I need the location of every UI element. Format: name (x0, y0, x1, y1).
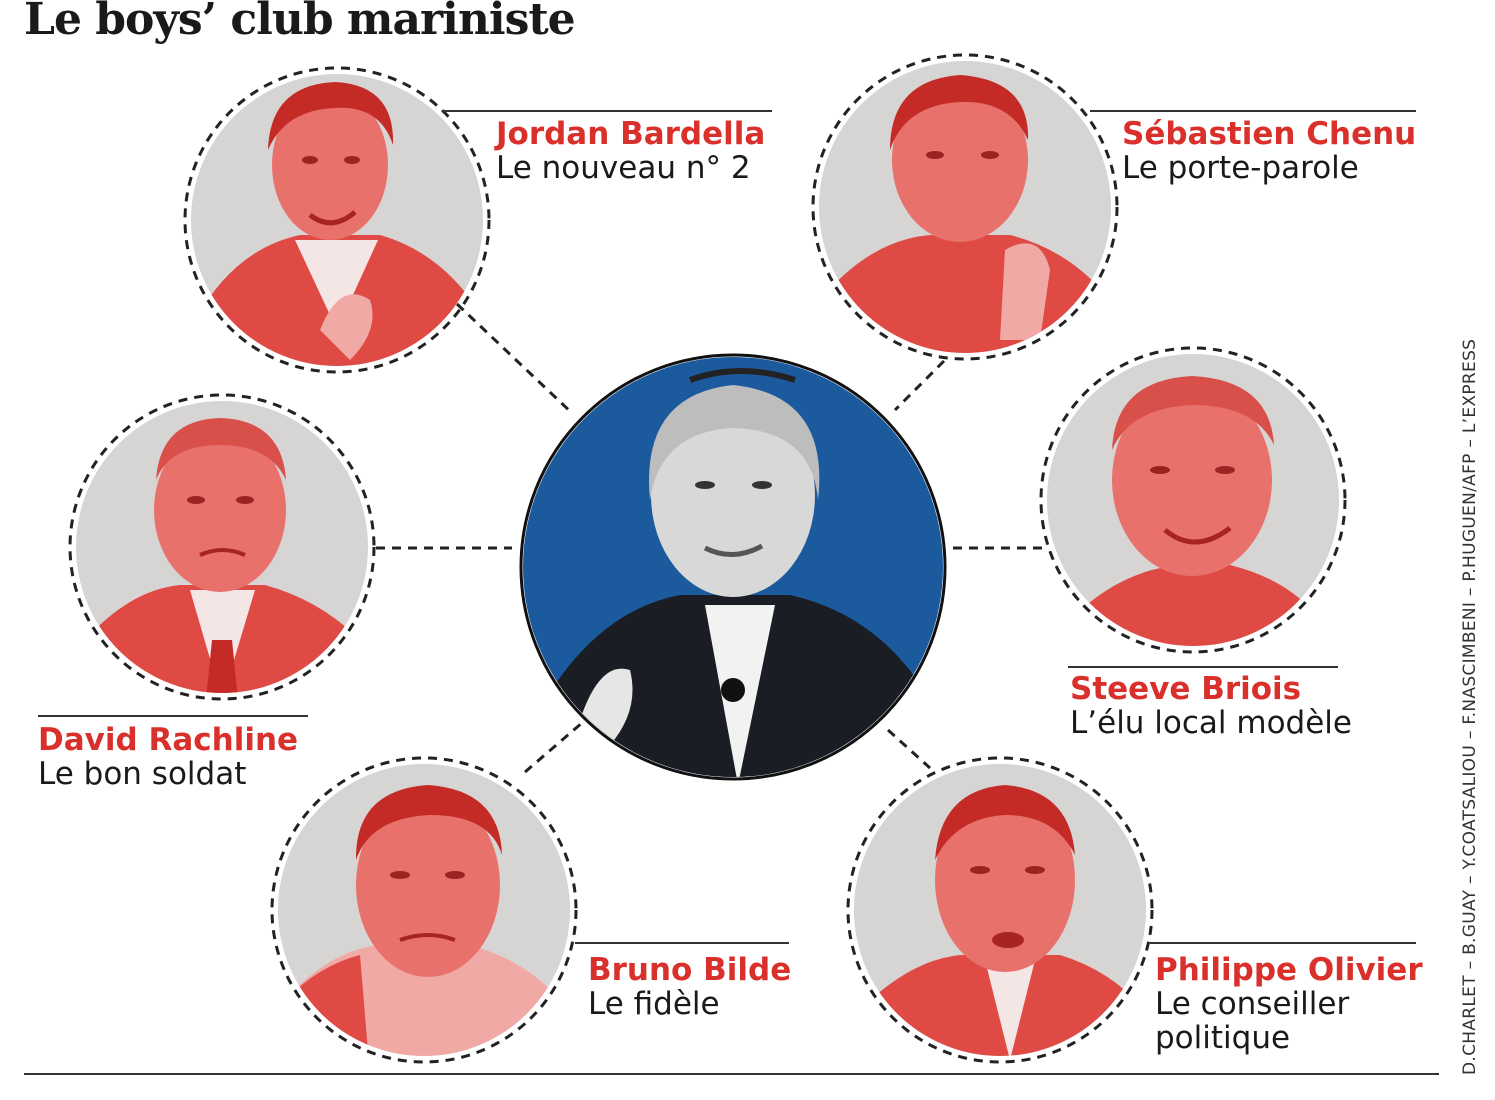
label-jordan-bardella: Jordan Bardella Le nouveau n° 2 (496, 117, 765, 185)
label-rule (442, 110, 772, 112)
label-bruno-bilde: Bruno Bilde Le fidèle (588, 953, 791, 1021)
page-title: Le boys’ club mariniste (24, 0, 576, 45)
label-steeve-briois: Steeve Briois L’élu local modèle (1070, 672, 1352, 740)
label-david-rachline: David Rachline Le bon soldat (38, 723, 298, 791)
person-role-line2: politique (1155, 1020, 1291, 1056)
person-role: Le nouveau n° 2 (496, 150, 751, 186)
label-sebastien-chenu: Sébastien Chenu Le porte-parole (1122, 117, 1416, 185)
connector-jordan (455, 302, 575, 416)
person-role: Le fidèle (588, 986, 720, 1022)
portrait-philippe-olivier (846, 756, 1154, 1064)
person-role: Le bon soldat (38, 756, 247, 792)
portrait-bruno-bilde (270, 756, 578, 1064)
person-name: Philippe Olivier (1155, 952, 1423, 988)
label-rule (1090, 110, 1416, 112)
person-role: Le porte-parole (1122, 150, 1359, 186)
person-name: Bruno Bilde (588, 952, 792, 988)
portrait-david-rachline (68, 393, 376, 701)
portrait-sebastien-chenu (811, 53, 1119, 361)
bottom-rule (24, 1073, 1439, 1075)
label-rule (575, 942, 789, 944)
center-portrait-icon (519, 353, 947, 781)
person-name: David Rachline (38, 722, 299, 758)
portrait-steeve-briois (1039, 346, 1347, 654)
connector-sebastien (893, 359, 946, 412)
person-role: Le conseiller (1155, 986, 1350, 1022)
label-philippe-olivier: Philippe Olivier Le conseiller politique (1155, 953, 1423, 1055)
person-name: Steeve Briois (1070, 671, 1302, 707)
photo-credit: D.CHARLET – B.GUAY – Y.COATSALIOU – F.NA… (1460, 338, 1480, 1075)
person-role: L’élu local modèle (1070, 705, 1352, 741)
portrait-jordan-bardella (183, 66, 491, 374)
label-rule (1068, 666, 1338, 668)
connector-philippe (886, 728, 932, 770)
person-name: Sébastien Chenu (1122, 116, 1417, 152)
label-rule (38, 715, 308, 717)
person-name: Jordan Bardella (496, 116, 766, 152)
label-rule (1150, 942, 1416, 944)
connector-bruno (524, 720, 584, 774)
